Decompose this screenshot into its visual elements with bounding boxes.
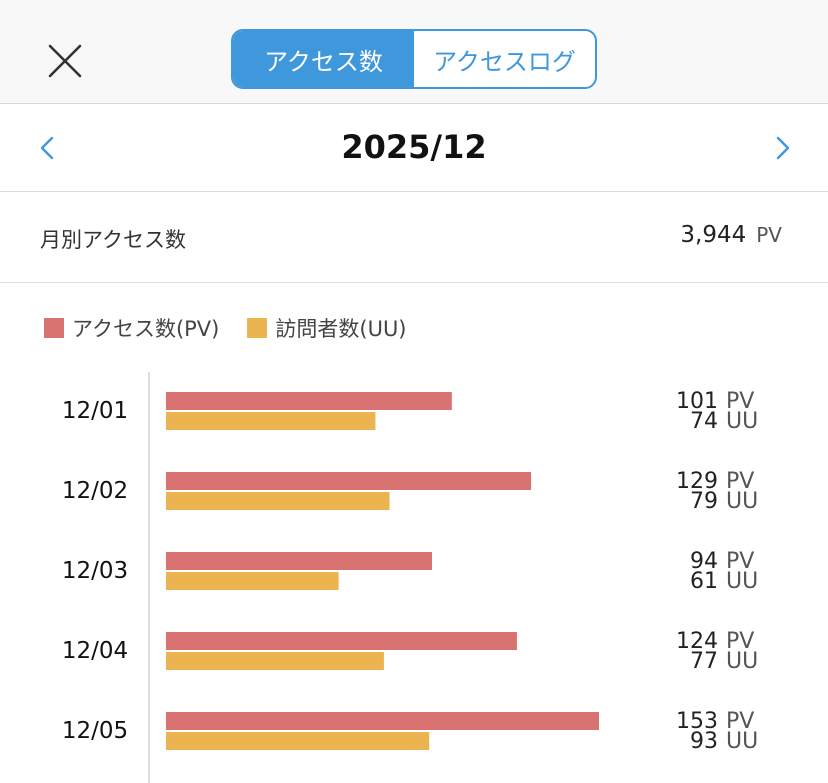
value-unit: UU bbox=[726, 649, 759, 674]
view-segmented-control: アクセス数 アクセスログ bbox=[231, 29, 597, 89]
value-number: 124 bbox=[676, 629, 718, 654]
bar-uu-12-05 bbox=[166, 732, 430, 750]
category-label-12-01: 12/01 bbox=[61, 398, 129, 424]
value-unit: UU bbox=[726, 729, 759, 754]
value-number: 129 bbox=[676, 469, 718, 494]
value-label-pv-12-05: 153 PV bbox=[636, 709, 766, 734]
close-icon bbox=[48, 44, 82, 78]
bar-uu-12-01 bbox=[166, 412, 376, 430]
legend-swatch-uu bbox=[247, 318, 268, 338]
value-label-uu-12-04: 77 UU bbox=[636, 649, 766, 674]
value-label-pv-12-04: 124 PV bbox=[636, 629, 766, 654]
value-unit: PV bbox=[726, 629, 755, 654]
value-label-pv-12-03: 94 PV bbox=[636, 549, 766, 574]
value-unit: UU bbox=[726, 409, 759, 434]
close-button[interactable] bbox=[40, 38, 88, 86]
legend-item-pv: アクセス数(PV) bbox=[44, 313, 219, 343]
chevron-left-icon bbox=[40, 136, 54, 160]
value-number: 61 bbox=[690, 569, 718, 594]
chart-legend: アクセス数(PV) 訪問者数(UU) bbox=[44, 314, 435, 342]
chart-canvas bbox=[148, 372, 599, 783]
summary-number: 3,944 bbox=[680, 222, 747, 248]
value-unit: PV bbox=[726, 469, 755, 494]
legend-label-uu: 訪問者数(UU) bbox=[275, 317, 407, 341]
category-label-12-03: 12/03 bbox=[61, 558, 129, 584]
value-number: 74 bbox=[690, 409, 718, 434]
legend-swatch-pv bbox=[44, 318, 64, 338]
value-label-pv-12-02: 129 PV bbox=[636, 469, 766, 494]
value-label-uu-12-05: 93 UU bbox=[636, 729, 766, 754]
tab-access-count[interactable]: アクセス数 bbox=[233, 31, 414, 87]
bar-pv-12-01 bbox=[166, 392, 452, 410]
value-number: 77 bbox=[690, 649, 718, 674]
value-label-uu-12-02: 79 UU bbox=[636, 489, 766, 514]
month-title: 2025/12 bbox=[341, 128, 487, 166]
legend-label-pv: アクセス数(PV) bbox=[72, 317, 220, 341]
category-label-12-04: 12/04 bbox=[61, 638, 129, 664]
category-label-12-02: 12/02 bbox=[61, 478, 129, 504]
prev-month-button[interactable] bbox=[32, 132, 64, 164]
category-label-12-05: 12/05 bbox=[61, 718, 129, 744]
month-navigation: 2025/12 bbox=[0, 104, 828, 192]
value-label-uu-12-03: 61 UU bbox=[636, 569, 766, 594]
value-number: 153 bbox=[676, 709, 718, 734]
value-number: 79 bbox=[690, 489, 718, 514]
value-number: 101 bbox=[676, 389, 718, 414]
legend-item-uu: 訪問者数(UU) bbox=[247, 313, 407, 343]
value-unit: UU bbox=[726, 489, 759, 514]
bar-uu-12-04 bbox=[166, 652, 384, 670]
bar-uu-12-03 bbox=[166, 572, 339, 590]
bar-pv-12-03 bbox=[166, 552, 433, 570]
monthly-summary: 月別アクセス数 3,944 PV bbox=[0, 192, 828, 283]
value-unit: PV bbox=[726, 549, 755, 574]
value-number: 94 bbox=[690, 549, 718, 574]
next-month-button[interactable] bbox=[766, 132, 798, 164]
summary-unit: PV bbox=[756, 223, 782, 247]
bar-pv-12-02 bbox=[166, 472, 532, 490]
value-unit: UU bbox=[726, 569, 759, 594]
chevron-right-icon bbox=[776, 136, 790, 160]
value-unit: PV bbox=[726, 709, 755, 734]
tab-access-log[interactable]: アクセスログ bbox=[433, 47, 576, 76]
summary-value: 3,944 PV bbox=[680, 222, 782, 248]
summary-label: 月別アクセス数 bbox=[40, 228, 186, 252]
value-unit: PV bbox=[726, 389, 755, 414]
value-label-pv-12-01: 101 PV bbox=[636, 389, 766, 414]
value-label-uu-12-01: 74 UU bbox=[636, 409, 766, 434]
value-number: 93 bbox=[690, 729, 718, 754]
daily-access-chart: 101 PV 74 UU 12/01 129 PV 79 UU 12/02 94 PV 61 UU 12/0… bbox=[0, 372, 828, 783]
top-bar: アクセス数 アクセスログ bbox=[0, 0, 828, 104]
bar-pv-12-04 bbox=[166, 632, 517, 650]
bar-pv-12-05 bbox=[166, 712, 599, 730]
bar-uu-12-02 bbox=[166, 492, 390, 510]
